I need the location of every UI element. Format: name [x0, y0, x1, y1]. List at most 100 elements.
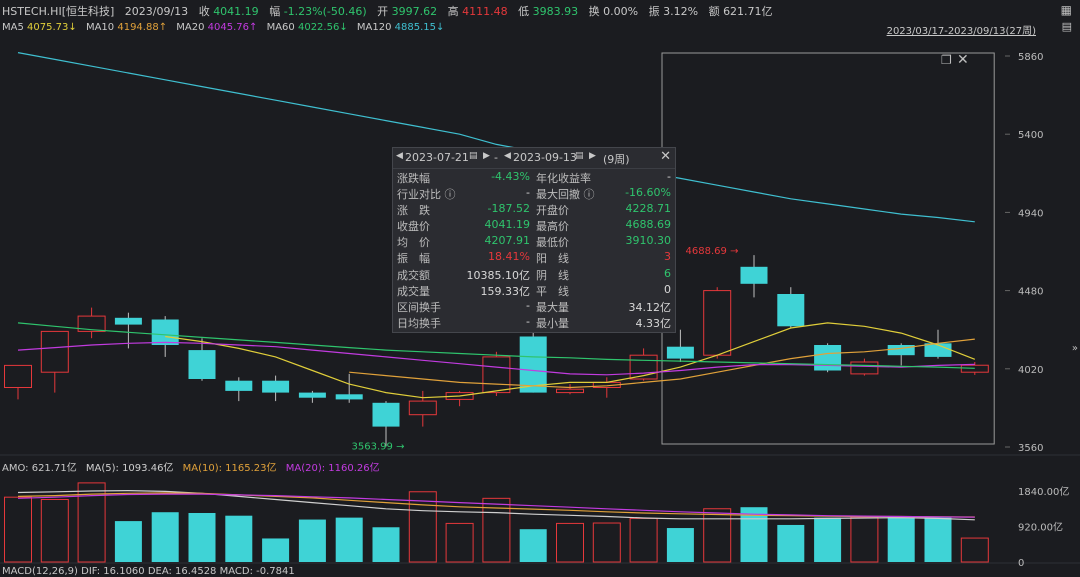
stat-value: 4.33亿 — [635, 316, 672, 330]
layout-icon[interactable]: ▦ — [1060, 3, 1072, 17]
popup-row: 涨跌幅 -4.43% 年化收益率 - — [393, 170, 675, 186]
stat-label: 最大回撤 ⓘ — [536, 188, 595, 202]
start-calendar-icon[interactable]: ▤ — [469, 151, 478, 161]
min-price-annotation: 3563.99 → — [352, 441, 405, 452]
volume-bar — [262, 538, 290, 562]
volume-tick-label: 1840.00亿 — [1018, 485, 1069, 498]
candle-body — [556, 388, 584, 394]
ma60-label: MA60 — [266, 22, 295, 33]
ma20-label: MA20 — [176, 22, 205, 33]
next-end-icon[interactable]: ▶ — [589, 151, 596, 161]
popup-row: 日均换手 - 最小量 4.33亿 — [393, 315, 675, 331]
volume-bar — [960, 537, 989, 563]
stat-label: 振 幅 — [397, 252, 430, 266]
range-dash: - — [494, 151, 498, 164]
popup-close-icon[interactable]: ✕ — [660, 149, 671, 164]
candle-body — [887, 345, 915, 356]
end-date[interactable]: 2023-09-13 — [513, 151, 577, 164]
volume-bar — [777, 524, 805, 562]
stat-value: - — [667, 170, 671, 183]
candle-body — [482, 356, 511, 394]
volume-ma-line — [17, 493, 975, 518]
price-tick-label: 5400 — [1018, 130, 1043, 141]
popup-row: 成交额 10385.10亿阴 线 6 — [393, 267, 675, 283]
candle-body — [225, 380, 253, 391]
stat-value: 4207.91 — [484, 234, 531, 248]
stat-value: -16.60% — [625, 186, 671, 200]
ma5-label: MA5 — [2, 22, 24, 33]
stat-label: 最小量 — [536, 316, 569, 330]
end-calendar-icon[interactable]: ▤ — [575, 151, 584, 161]
ma5-value: 4075.73↓ — [27, 22, 77, 33]
stat-label: 最高价 — [536, 220, 569, 234]
volume-bar — [629, 517, 658, 563]
stat-value: 34.12亿 — [628, 300, 672, 314]
candle-body — [335, 394, 363, 400]
candle-body — [519, 336, 547, 393]
popup-row: 成交量 159.33亿平 线 0 — [393, 283, 675, 299]
ma-line-ma10 — [349, 338, 975, 389]
stat-value: - — [526, 186, 530, 200]
amplitude-label: 振 — [648, 5, 660, 18]
candle-body — [960, 364, 989, 373]
volume-bar — [519, 529, 547, 562]
calendar-icon[interactable]: ▤ — [1061, 20, 1072, 33]
amo-ma5: MA(5): 1093.46亿 — [85, 463, 174, 474]
stat-value: 6 — [664, 266, 671, 280]
volume-bar — [556, 522, 584, 563]
stat-value: 3910.30 — [625, 234, 672, 248]
volume-bar — [445, 522, 474, 563]
next-start-icon[interactable]: ▶ — [483, 151, 490, 161]
quote-date: 2023/09/13 — [124, 5, 189, 18]
volume-bar — [924, 517, 952, 562]
candle-body — [114, 317, 142, 325]
stat-value: 18.41% — [488, 250, 530, 264]
high-label: 高 — [447, 5, 459, 18]
volume-tick-label: 0 — [1018, 558, 1024, 569]
close-selection-icon[interactable]: ✕ — [957, 52, 969, 68]
amplitude-value: 3.12% — [663, 5, 699, 18]
low-value: 3983.93 — [532, 5, 579, 18]
volume-bar — [592, 522, 621, 563]
stat-label: 开盘价 — [536, 204, 569, 218]
ma-line-ma20 — [17, 341, 975, 376]
volume-bar — [372, 527, 400, 562]
turnover-label: 换 — [588, 5, 600, 18]
ma-legend: MA5 4075.73↓ MA10 4194.88↑ MA20 4045.76↑… — [2, 22, 450, 33]
date-range-selector[interactable]: 2023/03/17-2023/09/13(27周) — [886, 26, 1036, 37]
stat-label: 行业对比 ⓘ — [397, 188, 456, 202]
stat-label: 年化收益率 — [536, 172, 591, 185]
prev-end-icon[interactable]: ◀ — [504, 151, 511, 161]
volume-bar — [666, 528, 694, 562]
amount-value: 621.71亿 — [723, 5, 773, 18]
price-tick-label: 4020 — [1018, 365, 1043, 376]
index-code: HSTECH.HI[恒生科技] — [2, 5, 115, 18]
low-label: 低 — [518, 5, 530, 18]
turnover-value: 0.00% — [603, 5, 639, 18]
close-label: 收 — [198, 5, 210, 18]
week-count: (9周) — [603, 153, 630, 166]
ma-line-ma120 — [17, 52, 975, 223]
volume-bar — [114, 521, 142, 562]
stat-label: 平 线 — [536, 284, 569, 298]
candle-body — [77, 315, 106, 332]
popup-row: 区间换手 - 最大量 34.12亿 — [393, 299, 675, 315]
start-date[interactable]: 2023-07-21 — [405, 151, 469, 164]
maximize-icon[interactable]: ❐ — [941, 53, 952, 67]
candle-body — [850, 361, 879, 375]
amo-ma20: MA(20): 1160.26亿 — [285, 463, 380, 474]
stat-label: 日均换手 — [397, 316, 441, 330]
change-label: 幅 — [269, 5, 281, 18]
stat-value: - — [526, 314, 530, 328]
popup-stats-grid: 涨跌幅 -4.43% 年化收益率 - 行业对比 ⓘ - 最大回撤 ⓘ -16.60% 涨 跌 -1… — [393, 170, 675, 331]
expand-right-icon[interactable]: » — [1071, 343, 1078, 354]
volume-bar — [151, 512, 179, 562]
stat-label: 涨 跌 — [397, 204, 430, 218]
amount-label: 额 — [708, 5, 720, 18]
ma60-value: 4022.56↓ — [297, 22, 348, 33]
candle-body — [151, 319, 179, 345]
candle-body — [188, 350, 216, 379]
volume-bar — [335, 517, 363, 562]
prev-start-icon[interactable]: ◀ — [396, 151, 403, 161]
